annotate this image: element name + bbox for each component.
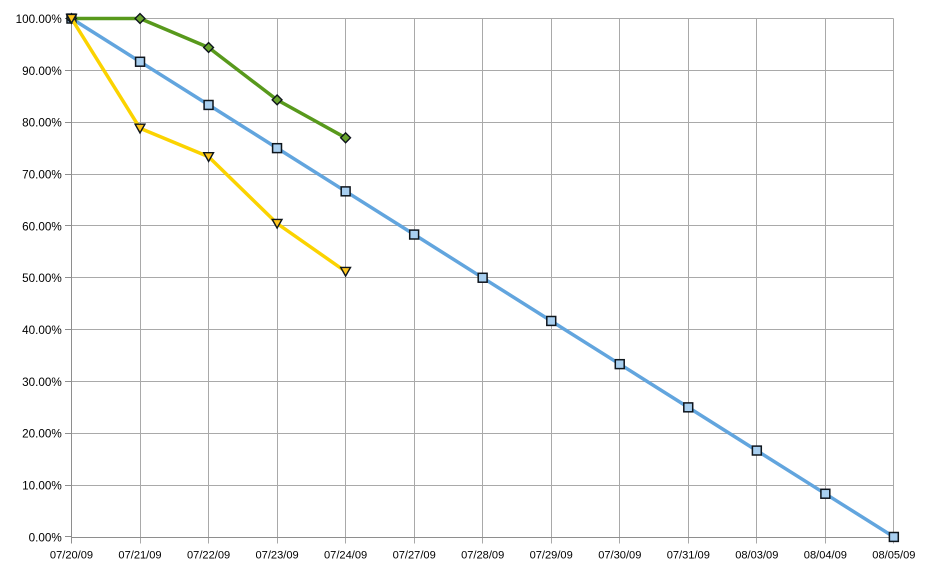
svg-text:0.00%: 0.00%: [29, 531, 62, 544]
svg-text:07/24/09: 07/24/09: [324, 549, 367, 561]
svg-text:07/31/09: 07/31/09: [667, 549, 710, 561]
svg-text:08/03/09: 08/03/09: [735, 549, 778, 561]
svg-text:70.00%: 70.00%: [22, 169, 62, 182]
svg-text:08/05/09: 08/05/09: [872, 549, 915, 561]
svg-text:80.00%: 80.00%: [22, 117, 62, 130]
svg-text:07/21/09: 07/21/09: [118, 549, 161, 561]
svg-text:07/27/09: 07/27/09: [393, 549, 436, 561]
svg-text:07/22/09: 07/22/09: [187, 549, 230, 561]
svg-text:40.00%: 40.00%: [22, 324, 62, 337]
svg-text:100.00%: 100.00%: [16, 13, 62, 26]
svg-text:07/20/09: 07/20/09: [50, 549, 93, 561]
svg-text:30.00%: 30.00%: [22, 376, 62, 389]
svg-text:20.00%: 20.00%: [22, 428, 62, 441]
svg-text:07/29/09: 07/29/09: [530, 549, 573, 561]
svg-text:90.00%: 90.00%: [22, 65, 62, 78]
svg-text:07/23/09: 07/23/09: [256, 549, 299, 561]
svg-text:60.00%: 60.00%: [22, 220, 62, 233]
svg-text:50.00%: 50.00%: [22, 272, 62, 285]
svg-text:07/30/09: 07/30/09: [598, 549, 641, 561]
svg-text:10.00%: 10.00%: [22, 480, 62, 493]
svg-text:07/28/09: 07/28/09: [461, 549, 504, 561]
svg-text:08/04/09: 08/04/09: [804, 549, 847, 561]
